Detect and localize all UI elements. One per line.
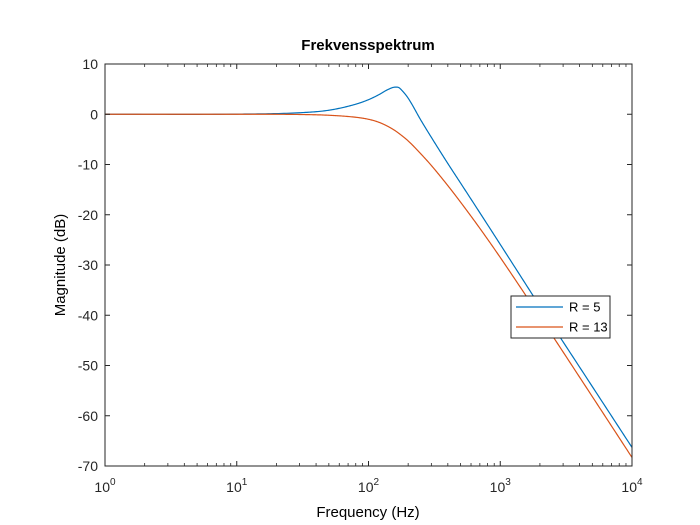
x-tick-label: 104 (621, 477, 643, 495)
legend: R = 5 R = 13 (510, 295, 611, 339)
legend-label-r13: R = 13 (569, 320, 608, 335)
ticks-layer (104, 63, 633, 467)
y-tick-label: -60 (78, 408, 98, 424)
legend-label-r5: R = 5 (569, 300, 600, 315)
plot-background (105, 64, 632, 466)
y-tick-label: -50 (78, 358, 98, 374)
x-tick-label: 103 (490, 477, 512, 495)
series-line-r5 (105, 86, 633, 448)
legend-box (510, 295, 611, 339)
x-axis-label: Frequency (Hz) (316, 504, 419, 521)
y-axis-label: Magnitude (dB) (52, 214, 69, 317)
x-tick-label: 101 (226, 477, 248, 495)
x-tick-label: 102 (358, 477, 380, 495)
x-tick-labels: 100 101 102 103 104 (94, 477, 643, 495)
y-tick-label: -40 (78, 307, 98, 323)
y-tick-label: 0 (90, 106, 98, 122)
plot-area (104, 63, 633, 467)
series-line-r13 (105, 113, 633, 458)
series-layer (105, 86, 633, 458)
y-tick-label: -20 (78, 207, 98, 223)
x-tick-label: 100 (94, 477, 116, 495)
y-tick-labels: 10 0 -10 -20 -30 -40 -50 -60 -70 (78, 56, 98, 474)
y-tick-label: 10 (82, 56, 98, 72)
y-tick-label: -30 (78, 257, 98, 273)
chart-title: Frekvensspektrum (301, 37, 434, 54)
y-tick-label: -70 (78, 458, 98, 474)
y-tick-label: -10 (78, 157, 98, 173)
